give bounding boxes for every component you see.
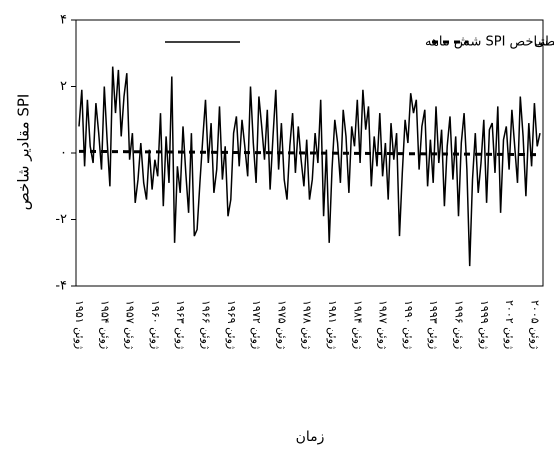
y-tick-label: -۴ — [55, 279, 67, 294]
y-tick-label: ۰ — [60, 146, 67, 161]
x-tick-label: ژوئن ۲۰۰۲ — [503, 300, 516, 349]
x-tick-label: ژوئن ۱۹۵۱ — [73, 300, 86, 349]
x-tick-label: ژوئن ۱۹۹۹ — [478, 300, 491, 349]
x-tick-label: ژوئن ۱۹۸۱ — [326, 300, 339, 349]
x-tick-label: ژوئن ۱۹۹۰ — [402, 300, 415, 349]
x-tick-label: ژوئن ۱۹۶۳ — [174, 300, 187, 349]
x-axis-label: زمان — [296, 429, 325, 445]
x-tick-label: ژوئن ۲۰۰۵ — [528, 300, 541, 349]
x-tick-label: ژوئن ۱۹۵۴ — [98, 300, 111, 349]
legend-label: شاخص SPI شش ماهه — [425, 35, 548, 50]
x-tick-label: ژوئن ۱۹۸۷ — [377, 300, 390, 349]
x-tick-label: ژوئن ۱۹۷۵ — [275, 300, 288, 349]
x-tick-label: ژوئن ۱۹۷۲ — [250, 300, 263, 349]
legend-label: روند خطی — [534, 35, 554, 50]
x-tick-label: ژوئن ۱۹۶۹ — [225, 300, 238, 349]
y-axis-label: مقادیر شاخص SPI — [15, 94, 33, 211]
y-tick-label: ۲ — [60, 79, 67, 94]
x-tick-label: ژوئن ۱۹۸۴ — [351, 300, 364, 349]
x-tick-label: ژوئن ۱۹۵۷ — [124, 300, 137, 349]
y-tick-label: ۴ — [60, 13, 67, 28]
x-tick-label: ژوئن ۱۹۹۳ — [427, 300, 440, 349]
legend-box — [160, 31, 538, 53]
x-tick-label: ژوئن ۱۹۹۶ — [452, 300, 465, 349]
y-tick-label: -۲ — [55, 212, 67, 227]
trend-line — [78, 149, 541, 157]
x-tick-label: ژوئن ۱۹۶۶ — [199, 300, 212, 349]
x-tick-label: ژوئن ۱۹۶۰ — [149, 300, 162, 349]
x-tick-label: ژوئن ۱۹۷۸ — [301, 300, 314, 349]
spi-line — [78, 66, 541, 267]
